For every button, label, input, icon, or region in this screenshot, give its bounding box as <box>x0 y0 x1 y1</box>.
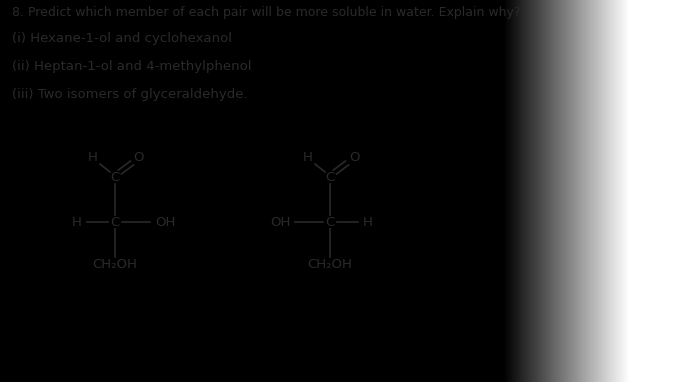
Text: CH₂OH: CH₂OH <box>92 257 137 270</box>
Text: H: H <box>303 151 313 163</box>
Text: (i) Hexane-1-ol and cyclohexanol: (i) Hexane-1-ol and cyclohexanol <box>12 32 232 45</box>
Text: C: C <box>111 215 120 228</box>
Text: H: H <box>88 151 98 163</box>
Text: H: H <box>363 215 373 228</box>
Text: C: C <box>326 215 335 228</box>
Text: CH₂OH: CH₂OH <box>307 257 352 270</box>
Text: OH: OH <box>270 215 290 228</box>
Text: (iii) Two isomers of glyceraldehyde.: (iii) Two isomers of glyceraldehyde. <box>12 88 248 101</box>
Text: H: H <box>72 215 82 228</box>
Text: C: C <box>326 170 335 183</box>
Text: O: O <box>349 151 359 163</box>
Text: OH: OH <box>155 215 175 228</box>
Text: (ii) Heptan-1-ol and 4-methylphenol: (ii) Heptan-1-ol and 4-methylphenol <box>12 60 251 73</box>
Text: O: O <box>134 151 144 163</box>
Text: 8. Predict which member of each pair will be more soluble in water. Explain why?: 8. Predict which member of each pair wil… <box>12 6 521 19</box>
Text: C: C <box>111 170 120 183</box>
